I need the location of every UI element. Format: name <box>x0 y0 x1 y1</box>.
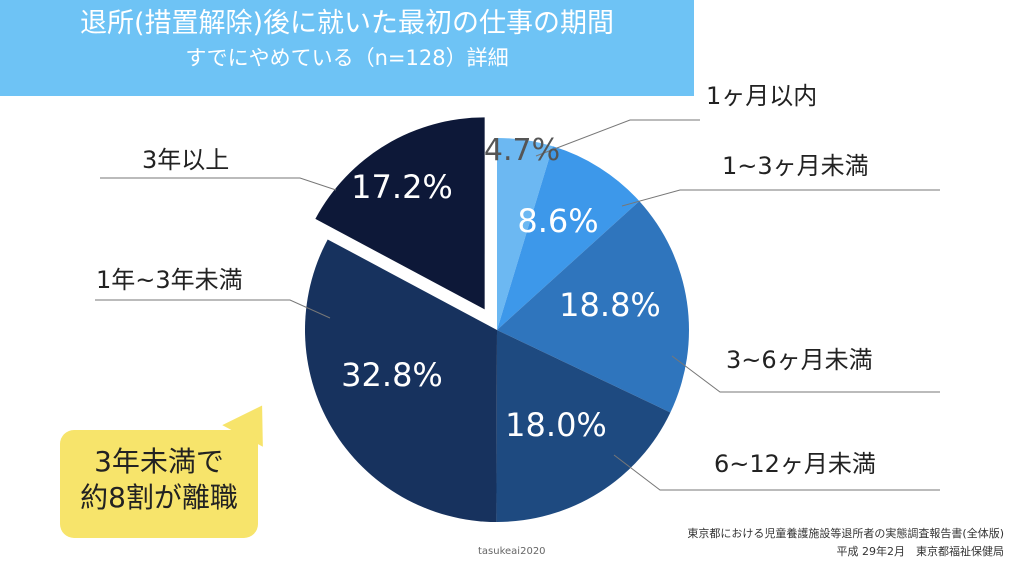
label-3years-plus: 3年以上 <box>142 146 230 174</box>
label-1-3years: 1年~3年未満 <box>96 266 243 294</box>
label-6-12months: 6~12ヶ月未満 <box>714 450 876 478</box>
callout-line2: 約8割が離職 <box>80 481 238 514</box>
source-line2: 平成 29年2月 東京都福祉保健局 <box>836 545 1005 558</box>
chart-title: 退所(措置解除)後に就いた最初の仕事の期間 <box>79 8 615 39</box>
pie-value-label: 4.7% <box>484 133 560 168</box>
leader-line <box>100 177 337 191</box>
leader-line <box>613 454 940 491</box>
pie-value-label: 32.8% <box>341 356 443 394</box>
leader-line <box>95 299 331 319</box>
pie-value-label: 8.6% <box>517 202 598 240</box>
pie-slice <box>497 138 553 330</box>
title-banner: 退所(措置解除)後に就いた最初の仕事の期間 すでにやめている（n=128）詳細 <box>0 0 694 96</box>
pie-slice <box>304 239 497 522</box>
pie-value-label: 17.2% <box>351 168 453 206</box>
source-line1: 東京都における児童養護施設等退所者の実態調査報告書(全体版) <box>687 527 1004 540</box>
label-1-3months: 1~3ヶ月未満 <box>722 152 869 180</box>
label-1month: 1ヶ月以内 <box>706 82 818 110</box>
label-3-6months: 3~6ヶ月未満 <box>726 346 873 374</box>
callout-box: 3年未満で 約8割が離職 <box>60 430 258 538</box>
pie-value-label: 18.8% <box>559 286 661 324</box>
leader-line <box>535 119 700 157</box>
chart-subtitle: すでにやめている（n=128）詳細 <box>185 46 509 70</box>
source-note: 東京都における児童養護施設等退所者の実態調査報告書(全体版) 平成 29年2月 … <box>687 525 1004 561</box>
pie-slice <box>497 201 689 413</box>
pie-slice <box>496 330 671 523</box>
leader-line <box>621 189 940 207</box>
pie-slice <box>315 117 485 310</box>
pie-slice <box>497 146 640 330</box>
leader-line <box>671 355 940 393</box>
watermark: tasukeai2020 <box>478 546 546 557</box>
pie-value-label: 18.0% <box>505 406 607 444</box>
callout-line1: 3年未満で <box>94 445 224 478</box>
